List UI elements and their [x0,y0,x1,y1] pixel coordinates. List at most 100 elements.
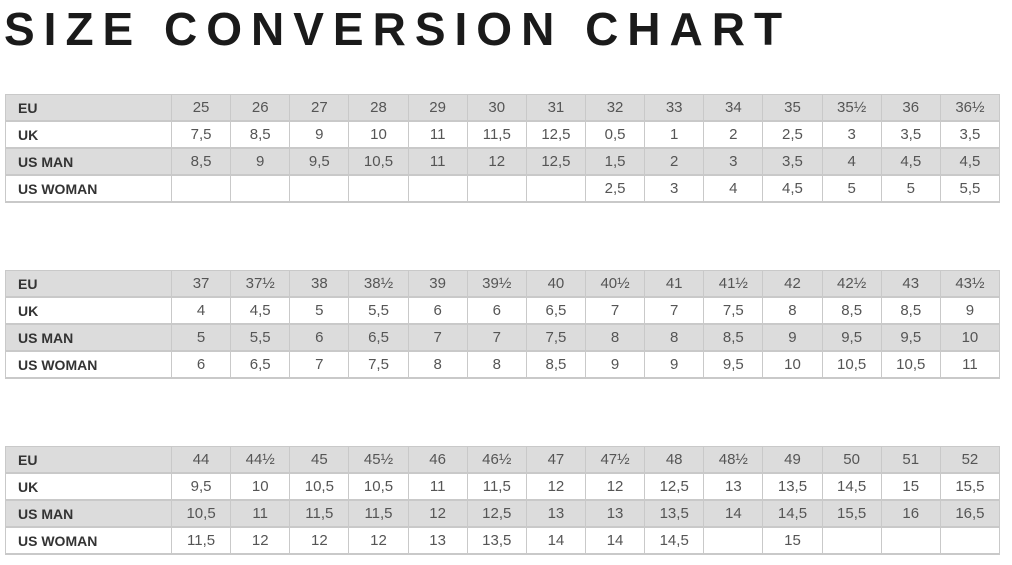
table-row: EU 25 26 27 28 29 30 31 32 33 34 35 35½ 36 36½ [5,94,1001,122]
size-cell: 12 [466,147,527,176]
size-cell: 4,5 [880,147,941,176]
size-cell: 3 [821,120,882,149]
size-cell: 5 [289,296,350,325]
row-label: UK [5,296,172,325]
size-cell: 6 [407,296,468,325]
size-cell: 28 [348,94,409,122]
table-row: US MAN 5 5,5 6 6,5 7 7 7,5 8 8 8,5 9 9,5 9,5 10 [5,323,1001,352]
size-cell: 40½ [584,270,646,298]
size-cell: 3,5 [880,120,941,149]
size-cell: 44 [170,446,232,474]
table-row: UK 7,5 8,5 9 10 11 11,5 12,5 0,5 1 2 2,5 3 3,5 3,5 [5,120,1001,149]
size-cell: 11 [407,120,468,149]
size-cell: 41½ [703,270,764,298]
row-label: US MAN [5,147,172,176]
size-cell: 34 [703,94,764,122]
size-cell: 33 [644,94,705,122]
size-cell: 37½ [230,270,291,298]
size-cell: 8,5 [525,350,586,379]
size-table: EU 25 26 27 28 29 30 31 32 33 34 35 35½ 36 36½ UK 7,5 8,5… [5,94,1001,203]
size-cell: 12 [407,499,468,528]
size-cell: 13,5 [466,526,527,555]
size-cell: 26 [230,94,291,122]
size-cell [348,174,409,203]
size-cell: 8,5 [230,120,291,149]
size-cell: 14 [525,526,586,555]
size-cell: 5,5 [939,174,1001,203]
size-cell: 13 [703,472,764,501]
size-cell: 12,5 [525,147,586,176]
size-cell: 5 [880,174,941,203]
size-cell: 30 [466,94,527,122]
size-cell: 6,5 [348,323,409,352]
size-cell: 12 [230,526,291,555]
size-cell: 4 [703,174,764,203]
size-cell: 10,5 [170,499,232,528]
size-cell: 7,5 [348,350,409,379]
size-cell: 2,5 [584,174,646,203]
size-cell: 35½ [821,94,882,122]
size-cell [466,174,527,203]
row-label: UK [5,472,172,501]
size-cell: 2 [703,120,764,149]
size-cell: 3 [703,147,764,176]
size-cell: 5 [821,174,882,203]
size-cell: 45½ [348,446,409,474]
size-cell: 10 [939,323,1001,352]
size-cell: 9 [644,350,705,379]
size-cell: 16,5 [939,499,1001,528]
size-cell: 10,5 [348,147,409,176]
size-cell: 50 [821,446,882,474]
size-cell: 45 [289,446,350,474]
size-cell: 7 [584,296,646,325]
size-cell: 9 [230,147,291,176]
size-cell: 11 [230,499,291,528]
size-cell: 0,5 [584,120,646,149]
size-cell: 8 [466,350,527,379]
row-label: US WOMAN [5,526,172,555]
size-cell: 8 [584,323,646,352]
size-cell: 7 [644,296,705,325]
size-cell: 9 [939,296,1001,325]
size-cell [289,174,350,203]
size-cell: 4,5 [230,296,291,325]
size-cell: 9,5 [821,323,882,352]
table-row: EU 37 37½ 38 38½ 39 39½ 40 40½ 41 41½ 42 42½ 43 43½ [5,270,1001,298]
table-row: US WOMAN 6 6,5 7 7,5 8 8 8,5 9 9 9,5 10 10,5 10,5 11 [5,350,1001,379]
size-cell: 42½ [821,270,882,298]
size-cell: 1 [644,120,705,149]
size-cell: 32 [584,94,646,122]
size-cell [525,174,586,203]
size-cell: 29 [407,94,468,122]
size-cell: 5,5 [230,323,291,352]
row-label: US MAN [5,499,172,528]
size-cell: 10,5 [348,472,409,501]
size-cell: 39 [407,270,468,298]
size-cell: 12,5 [466,499,527,528]
size-cell: 12 [584,472,646,501]
size-cell: 10,5 [821,350,882,379]
size-cell: 10 [348,120,409,149]
size-cell: 7,5 [525,323,586,352]
size-cell: 9,5 [170,472,232,501]
size-cell: 9 [762,323,823,352]
size-cell: 10,5 [880,350,941,379]
size-cell: 8 [644,323,705,352]
size-cell: 7 [466,323,527,352]
size-cell: 7 [289,350,350,379]
row-label: EU [5,94,172,122]
size-cell: 47½ [584,446,646,474]
size-cell: 4 [821,147,882,176]
size-cell: 15,5 [939,472,1001,501]
table-row: US MAN 10,5 11 11,5 11,5 12 12,5 13 13 13,5 14 14,5… [5,499,1001,528]
size-cell: 10 [762,350,823,379]
size-cell: 37 [170,270,232,298]
size-cell: 38½ [348,270,409,298]
size-cell: 7,5 [703,296,764,325]
size-cell: 11,5 [466,472,527,501]
size-cell: 4 [170,296,232,325]
size-cell: 41 [644,270,705,298]
table-row: US WOMAN 11,5 12 12 12 13 13,5 14 14 14,5 15 [5,526,1001,555]
size-cell: 14 [703,499,764,528]
size-cell: 9,5 [289,147,350,176]
